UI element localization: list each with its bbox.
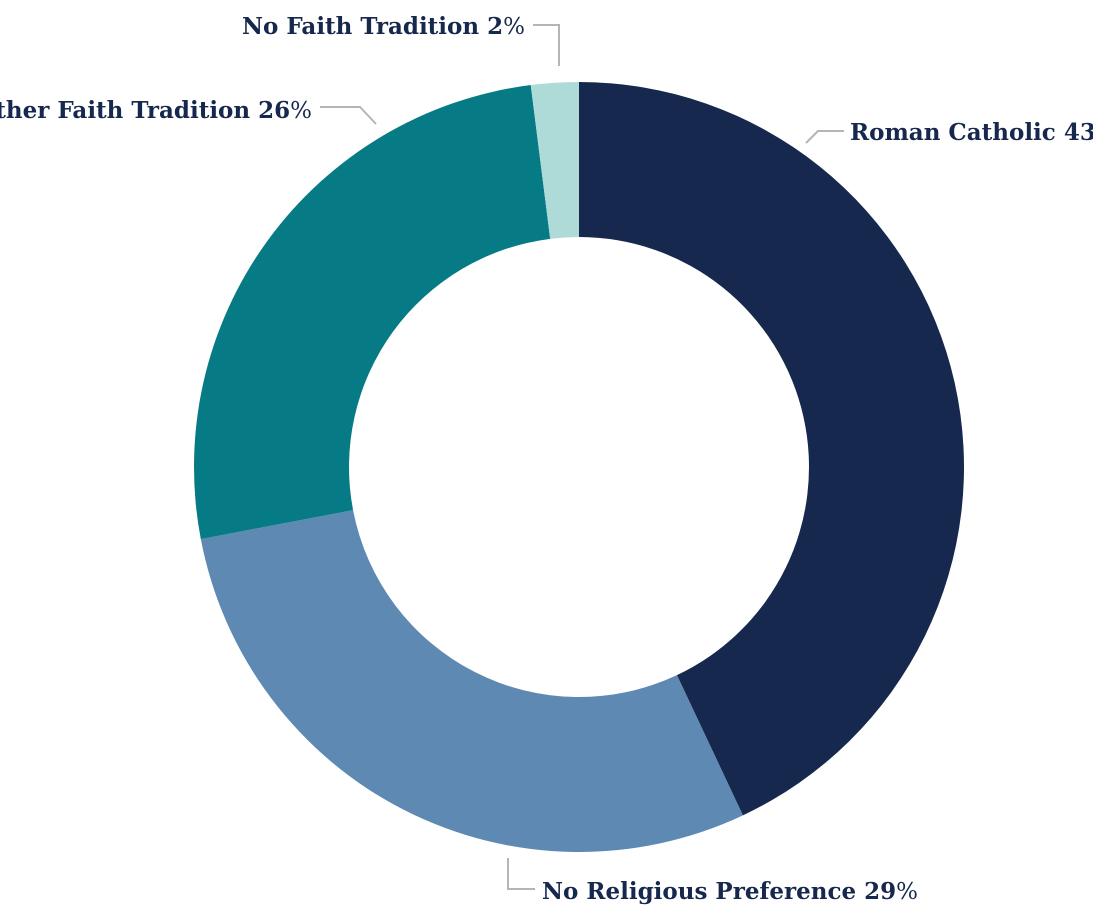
leader-line-no-faith-tradition bbox=[533, 24, 560, 66]
slice-label-value: 43 bbox=[1064, 119, 1093, 146]
leader-lines bbox=[320, 24, 844, 890]
slice-label-value: 29 bbox=[864, 878, 896, 905]
slice-label-percent-sign: % bbox=[290, 98, 312, 124]
slice-label-no-religious-preference: No Religious Preference 29% bbox=[542, 878, 918, 905]
slice-no-faith-tradition bbox=[530, 82, 579, 239]
slice-label-name: Roman Catholic bbox=[850, 119, 1064, 146]
slice-label-no-faith-tradition: No Faith Tradition 2% bbox=[242, 13, 525, 40]
slice-label-roman-catholic: Roman Catholic 43% bbox=[850, 119, 1093, 146]
slice-label-percent-sign: % bbox=[896, 879, 918, 905]
leader-line-no-religious-preference bbox=[507, 858, 535, 890]
leader-line-roman-catholic bbox=[805, 130, 844, 144]
slice-roman-catholic bbox=[579, 82, 964, 816]
donut-slices bbox=[193, 82, 964, 852]
slice-label-value: 2 bbox=[487, 13, 503, 40]
slice-label-percent-sign: % bbox=[503, 14, 525, 40]
slice-label-name: No Faith Tradition bbox=[242, 13, 487, 40]
slice-label-name: No Religious Preference bbox=[542, 878, 864, 905]
leader-line-other-faith-tradition bbox=[320, 106, 377, 125]
slice-label-name: Other Faith Tradition bbox=[0, 97, 258, 124]
slice-other-faith-tradition bbox=[193, 85, 551, 540]
slice-no-religious-preference bbox=[200, 510, 743, 852]
slice-label-value: 26 bbox=[258, 97, 290, 124]
slice-label-other-faith-tradition: Other Faith Tradition 26% bbox=[0, 97, 312, 124]
slice-labels: Roman Catholic 43%No Religious Preferenc… bbox=[0, 13, 1093, 905]
